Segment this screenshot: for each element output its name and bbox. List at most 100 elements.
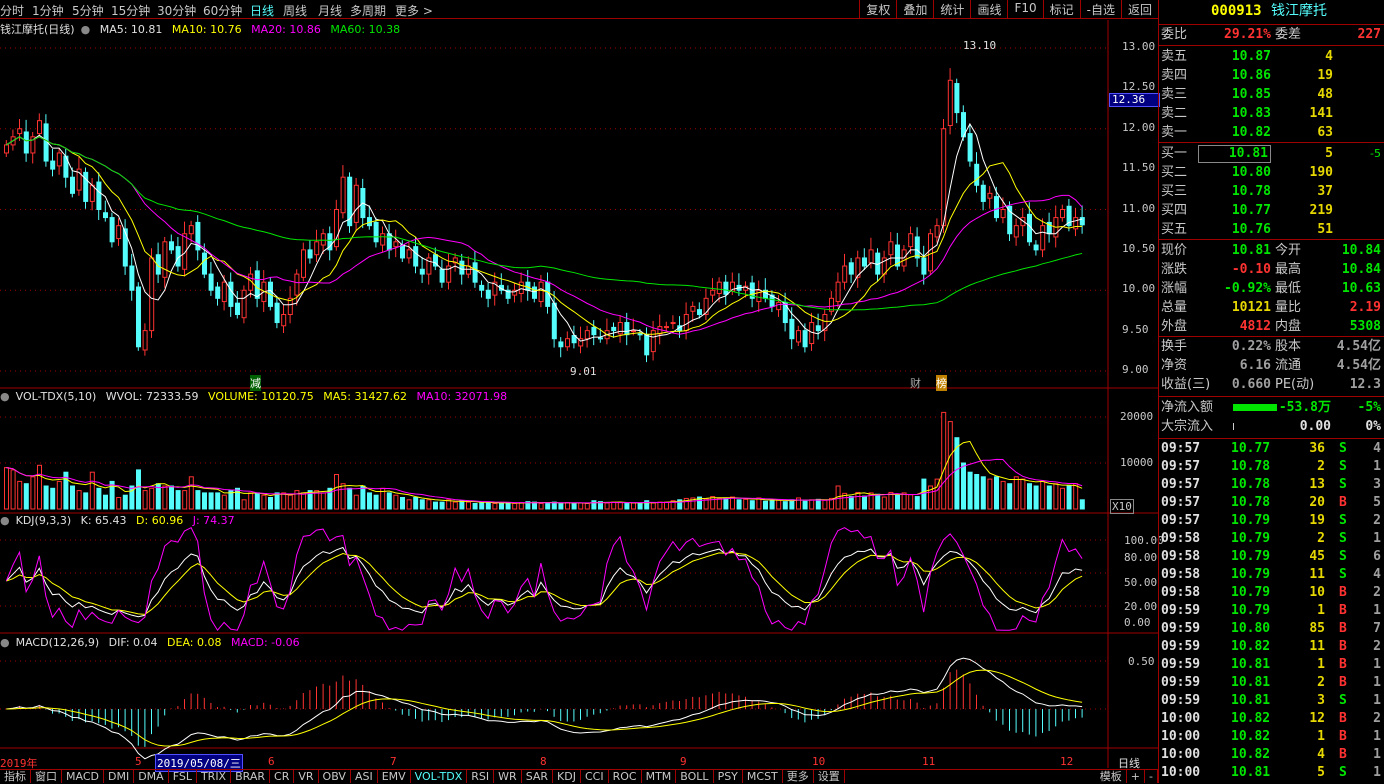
period-tab[interactable]: 更多 > bbox=[395, 4, 433, 18]
period-tab[interactable]: 多周期 bbox=[350, 4, 387, 18]
candle bbox=[908, 233, 914, 248]
volume: 19 bbox=[1309, 513, 1325, 528]
volume: 12 bbox=[1309, 711, 1325, 726]
toolbar-button[interactable]: F10 bbox=[1007, 0, 1042, 19]
toolbar-button[interactable]: -自选 bbox=[1079, 0, 1121, 19]
template-button[interactable]: + bbox=[1127, 770, 1146, 783]
kline-chart[interactable] bbox=[0, 0, 1158, 769]
indicator-tab[interactable]: SAR bbox=[522, 770, 554, 783]
indicator-tab[interactable]: 设置 bbox=[814, 770, 845, 783]
quote-panel: 000913 钱江摩托 委比 29.21% 委差 227 卖五 10.87 4 卖四 1… bbox=[1158, 0, 1384, 783]
candle bbox=[202, 252, 207, 275]
label: 涨跌 bbox=[1161, 262, 1188, 277]
indicator-tab[interactable]: MTM bbox=[642, 770, 677, 783]
indicator-tab[interactable]: CCI bbox=[581, 770, 609, 783]
volume-bar bbox=[221, 494, 227, 510]
price: 10.78 bbox=[1231, 477, 1271, 492]
candle bbox=[492, 281, 498, 296]
period-tab[interactable]: 1分钟 bbox=[32, 4, 64, 18]
volume-bar bbox=[664, 501, 669, 510]
legend-toggle-icon[interactable]: ● bbox=[80, 23, 91, 36]
candle bbox=[386, 233, 392, 251]
indicator-tab[interactable]: ASI bbox=[351, 770, 378, 783]
price: 10.81 bbox=[1231, 675, 1271, 690]
volume-bar bbox=[545, 502, 551, 510]
legend-toggle-icon[interactable]: ● bbox=[0, 514, 10, 527]
period-tab[interactable]: 日线 bbox=[250, 4, 275, 18]
volume-bar bbox=[103, 494, 108, 510]
indicator-tab[interactable]: DMI bbox=[104, 770, 135, 783]
level-label: 卖一 bbox=[1161, 125, 1188, 140]
volume-bar bbox=[815, 498, 821, 510]
candle bbox=[83, 171, 89, 202]
indicator-tab[interactable]: WR bbox=[494, 770, 522, 783]
stock-header: 000913 钱江摩托 bbox=[1161, 2, 1383, 20]
indicator-tab[interactable]: 指标 bbox=[0, 770, 31, 783]
indicator-tab[interactable]: OBV bbox=[319, 770, 351, 783]
indicator-tab[interactable]: VOL-TDX bbox=[411, 770, 468, 783]
side: B bbox=[1339, 495, 1347, 510]
candle bbox=[954, 83, 960, 114]
period-tab[interactable]: 月线 bbox=[318, 4, 343, 18]
ma10-line bbox=[6, 136, 1083, 338]
price: 10.80 bbox=[1231, 165, 1271, 180]
legend-toggle-icon[interactable]: ● bbox=[0, 390, 10, 403]
candle bbox=[76, 168, 82, 191]
period-tab[interactable]: 60分钟 bbox=[203, 4, 243, 18]
indicator-tab[interactable]: VR bbox=[294, 770, 319, 783]
volume-bar bbox=[452, 501, 458, 510]
candle bbox=[241, 289, 247, 319]
indicator-tab[interactable]: 更多 bbox=[783, 770, 814, 783]
toolbar-button[interactable]: 画线 bbox=[970, 0, 1007, 19]
volume-bar bbox=[921, 478, 927, 510]
indicator-tab[interactable]: BRAR bbox=[231, 770, 271, 783]
indicator-tab[interactable]: FSL bbox=[169, 770, 197, 783]
volume-bar bbox=[367, 492, 372, 510]
toolbar-button[interactable]: 复权 bbox=[859, 0, 896, 19]
period-tab[interactable]: 30分钟 bbox=[157, 4, 197, 18]
indicator-tab[interactable]: PSY bbox=[714, 770, 743, 783]
indicator-tab[interactable]: KDJ bbox=[553, 770, 581, 783]
template-button[interactable]: - bbox=[1145, 770, 1158, 783]
toolbar-button[interactable]: 统计 bbox=[933, 0, 970, 19]
indicator-tab[interactable]: MCST bbox=[743, 770, 783, 783]
value: -0.92% bbox=[1224, 281, 1271, 296]
indicator-tab[interactable]: RSI bbox=[467, 770, 495, 783]
indicator-tab[interactable]: DMA bbox=[134, 770, 169, 783]
candle bbox=[353, 184, 359, 223]
volume-bar bbox=[169, 485, 174, 510]
candle bbox=[888, 241, 894, 256]
volume-bar bbox=[43, 485, 49, 510]
toolbar-button[interactable]: 标记 bbox=[1042, 0, 1080, 19]
volume-bar bbox=[248, 492, 254, 510]
time: 09:59 bbox=[1161, 693, 1201, 708]
indicator-tab[interactable]: 窗口 bbox=[31, 770, 62, 783]
indicator-tab[interactable]: CR bbox=[270, 770, 295, 783]
trade-row: 09:59 10.81 3 S 1 bbox=[1161, 692, 1383, 710]
indicator-tab[interactable]: EMV bbox=[378, 770, 411, 783]
period-tab[interactable]: 分时 bbox=[0, 4, 25, 18]
volume-bar bbox=[631, 502, 636, 510]
percent: 0% bbox=[1365, 419, 1381, 434]
indicator-tab[interactable]: MACD bbox=[62, 770, 104, 783]
candle bbox=[1000, 209, 1006, 219]
volume-bar bbox=[89, 471, 95, 510]
info-row: 换手 0.22% 股本 4.54亿 bbox=[1161, 338, 1383, 356]
template-button[interactable]: 模板 bbox=[1096, 770, 1127, 783]
volume-bar bbox=[228, 490, 234, 510]
period-tab[interactable]: 5分钟 bbox=[72, 4, 104, 18]
toolbar-button[interactable]: 返回 bbox=[1120, 0, 1158, 19]
volume-bar bbox=[485, 501, 491, 510]
volume-bar bbox=[1073, 483, 1079, 510]
indicator-tab[interactable]: TRIX bbox=[197, 770, 232, 783]
toolbar-button[interactable]: 叠加 bbox=[896, 0, 933, 19]
indicator-tab[interactable]: ROC bbox=[609, 770, 642, 783]
period-tab[interactable]: 15分钟 bbox=[111, 4, 151, 18]
candle bbox=[980, 184, 986, 202]
period-tab[interactable]: 周线 bbox=[283, 4, 308, 18]
volume-bar bbox=[373, 494, 379, 510]
kdj-tick: 0.00 bbox=[1124, 616, 1151, 629]
legend-toggle-icon[interactable]: ● bbox=[0, 636, 10, 649]
indicator-tab[interactable]: BOLL bbox=[676, 770, 714, 783]
label: 涨幅 bbox=[1161, 281, 1188, 296]
